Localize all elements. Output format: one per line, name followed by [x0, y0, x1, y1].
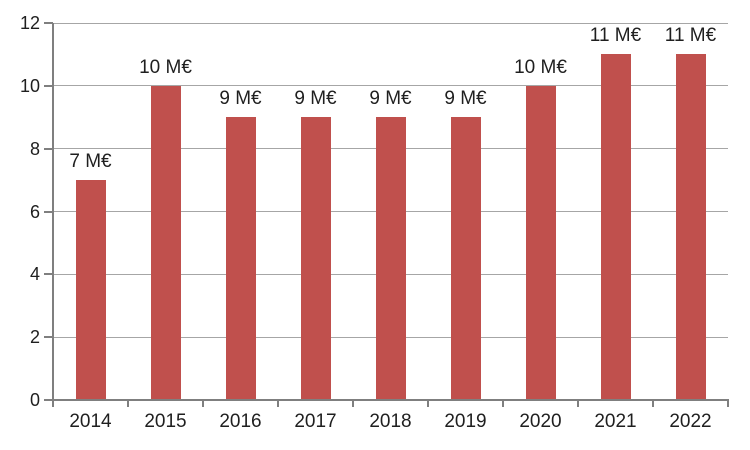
x-tick-5: [427, 401, 429, 407]
bar-2015: [150, 85, 181, 399]
y-tick-12: [44, 22, 53, 24]
data-label-2015: 10 M€: [139, 56, 192, 78]
x-tick-1: [127, 401, 129, 407]
x-tick-2: [202, 401, 204, 407]
bar-2020: [525, 85, 556, 399]
data-label-2014: 7 M€: [69, 151, 112, 173]
bar-2014: [75, 180, 106, 399]
bar-2021: [600, 54, 631, 399]
y-tick-4: [44, 273, 53, 276]
x-axis-label-2018: 2018: [369, 411, 412, 432]
y-tick-2: [44, 336, 53, 339]
x-tick-4: [352, 401, 354, 407]
data-label-2017: 9 M€: [294, 88, 337, 110]
bar-2016: [225, 117, 256, 399]
y-axis-label-10: 10: [19, 75, 40, 96]
data-label-2020: 10 M€: [514, 56, 567, 78]
x-axis-line: [52, 399, 729, 401]
bar-2022: [675, 54, 706, 399]
x-axis-label-2019: 2019: [444, 411, 487, 432]
y-axis-label-4: 4: [29, 264, 40, 285]
gridline-y12: [53, 22, 728, 24]
x-tick-8: [652, 401, 654, 407]
y-tick-6: [44, 210, 53, 213]
y-tick-10: [44, 84, 53, 87]
data-label-2019: 9 M€: [444, 88, 487, 110]
x-axis-label-2021: 2021: [594, 411, 637, 432]
y-axis-label-12: 12: [19, 13, 40, 33]
y-axis-label-6: 6: [29, 201, 40, 222]
x-axis-label-2017: 2017: [294, 411, 337, 432]
y-tick-8: [44, 147, 53, 150]
y-tick-0: [44, 399, 53, 401]
y-axis-line: [52, 23, 54, 401]
x-axis-label-2016: 2016: [219, 411, 262, 432]
x-tick-0: [52, 401, 54, 407]
x-tick-9: [727, 401, 729, 407]
bar-2018: [375, 117, 406, 399]
x-axis-label-2014: 2014: [69, 411, 112, 432]
x-axis-label-2015: 2015: [144, 411, 187, 432]
data-label-2021: 11 M€: [589, 25, 642, 47]
bar-2019: [450, 117, 481, 399]
y-axis-label-8: 8: [29, 138, 40, 159]
data-label-2018: 9 M€: [369, 88, 412, 110]
bar-2017: [300, 117, 331, 399]
y-axis-label-0: 0: [29, 390, 40, 410]
x-tick-3: [277, 401, 279, 407]
x-axis-label-2020: 2020: [519, 411, 562, 432]
data-label-2016: 9 M€: [219, 88, 262, 110]
data-label-2022: 11 M€: [664, 25, 717, 47]
y-axis-label-2: 2: [29, 327, 40, 348]
x-tick-7: [577, 401, 579, 407]
x-axis-label-2022: 2022: [669, 411, 712, 432]
x-tick-6: [502, 401, 504, 407]
